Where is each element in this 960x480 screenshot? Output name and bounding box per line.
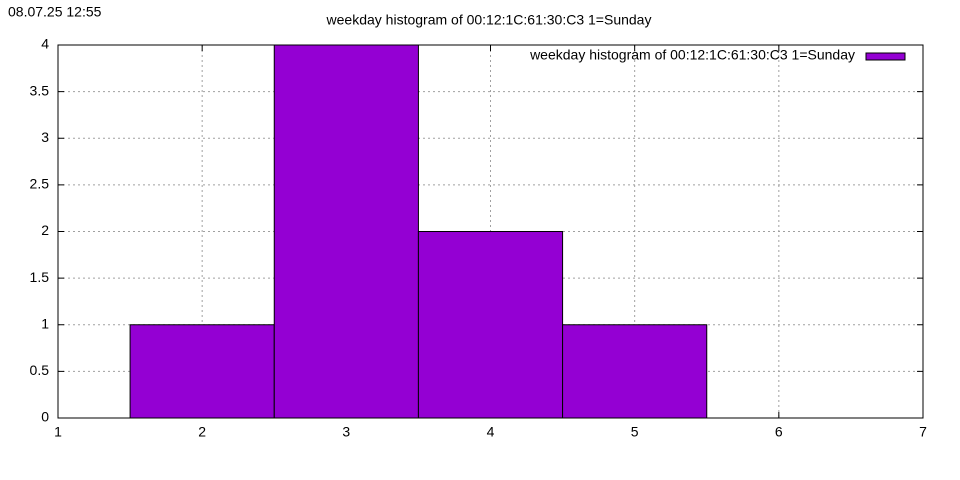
x-tick-label: 7 [919,424,927,440]
y-tick-label: 3 [41,129,49,145]
y-tick-label: 2.5 [30,176,50,192]
y-tick-label: 2 [41,222,49,238]
bar [417,231,564,419]
bar [129,324,275,419]
bar [562,324,708,419]
bar [273,44,419,419]
y-tick-label: 1.5 [30,269,50,285]
x-tick-label: 5 [631,424,639,440]
y-tick-label: 4 [41,36,49,52]
x-tick-label: 4 [487,424,495,440]
timestamp: 08.07.25 12:55 [8,4,102,20]
x-tick-label: 1 [54,424,62,440]
y-tick-label: 0 [41,409,49,425]
x-tick-label: 2 [198,424,206,440]
plot-border [57,44,924,419]
y-tick-label: 3.5 [30,82,50,98]
x-tick-label: 3 [342,424,350,440]
y-tick-label: 1 [41,315,49,331]
y-tick-label: 0.5 [30,362,50,378]
x-tick-label: 6 [775,424,783,440]
legend-swatch [865,52,906,61]
legend-label: weekday histogram of 00:12:1C:61:30:C3 1… [529,47,855,63]
chart-title: weekday histogram of 00:12:1C:61:30:C3 1… [326,12,652,28]
